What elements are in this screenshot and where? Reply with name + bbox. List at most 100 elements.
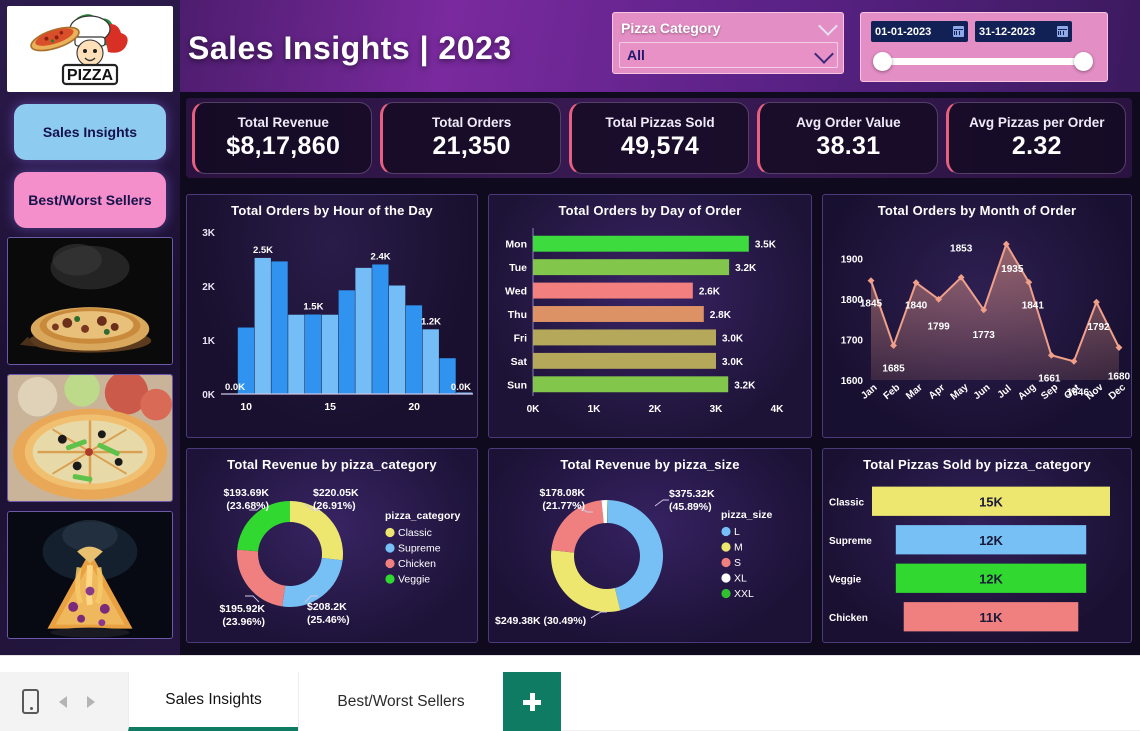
svg-text:1840: 1840: [905, 301, 928, 312]
tab-sales-insights[interactable]: Sales Insights: [128, 672, 298, 731]
svg-text:Sat: Sat: [511, 356, 528, 368]
slicer-selected-value: All: [627, 47, 645, 63]
svg-text:Dec: Dec: [1107, 382, 1128, 403]
kpi-value: 49,574: [620, 132, 700, 160]
svg-text:Supreme: Supreme: [398, 543, 441, 555]
kpi-label: Avg Pizzas per Order: [969, 115, 1105, 130]
svg-text:1K: 1K: [588, 404, 602, 415]
logo-text: PIZZA: [67, 67, 114, 84]
svg-text:2K: 2K: [649, 404, 663, 415]
chart-revenue-by-size[interactable]: Total Revenue by pizza_size pizza_size L M…: [488, 448, 812, 643]
chart-canvas: pizza_category Classic Supreme Chicken Veggi…: [219, 487, 460, 628]
svg-text:M: M: [734, 542, 743, 554]
kpi-card-avg-pizzas-per-order[interactable]: Avg Pizzas per Order 2.32: [945, 102, 1127, 174]
svg-text:1841: 1841: [1022, 300, 1045, 311]
page-tabbar: Sales Insights Best/Worst Sellers: [0, 655, 1140, 731]
kpi-value: $8,17,860: [226, 132, 341, 160]
calendar-icon[interactable]: [1057, 26, 1068, 37]
chart-revenue-by-category[interactable]: Total Revenue by pizza_category pizza_ca…: [186, 448, 478, 643]
svg-text:Jul: Jul: [996, 383, 1014, 401]
svg-text:$220.05K: $220.05K: [313, 487, 359, 499]
kpi-value: 2.32: [1011, 132, 1062, 160]
svg-text:$375.32K: $375.32K: [669, 488, 715, 500]
svg-text:1845: 1845: [860, 299, 883, 310]
svg-text:$178.08K: $178.08K: [539, 487, 585, 499]
svg-text:1935: 1935: [1001, 264, 1024, 275]
svg-text:$208.2K: $208.2K: [307, 601, 347, 613]
svg-text:1661: 1661: [1038, 373, 1061, 384]
svg-text:May: May: [949, 381, 971, 402]
phone-icon[interactable]: [22, 689, 39, 714]
svg-text:Veggie: Veggie: [829, 574, 862, 585]
svg-text:Sep: Sep: [1039, 382, 1060, 402]
svg-text:3.2K: 3.2K: [734, 380, 756, 391]
chart-orders-by-day[interactable]: Total Orders by Day of Order Mon 3.5K Tue 3…: [488, 194, 812, 438]
date-range-slicer[interactable]: 01-01-2023 31-12-2023: [860, 12, 1108, 82]
slider-thumb-end[interactable]: [1074, 52, 1093, 71]
sidebar-item-best-worst-sellers[interactable]: Best/Worst Sellers: [14, 172, 166, 228]
svg-text:0.0K: 0.0K: [451, 382, 471, 393]
pizza-photo-meat: [7, 237, 173, 365]
chart-orders-by-hour[interactable]: Total Orders by Hour of the Day 0K 1K 2K 3K…: [186, 194, 478, 438]
svg-text:20: 20: [408, 401, 420, 413]
svg-text:10: 10: [240, 401, 252, 413]
chart-title: Total Orders by Month of Order: [877, 203, 1077, 218]
next-arrow-icon[interactable]: [87, 695, 95, 708]
date-end-field[interactable]: 31-12-2023: [975, 21, 1072, 42]
svg-text:1853: 1853: [950, 243, 973, 254]
chart-title: Total Revenue by pizza_size: [560, 457, 740, 472]
svg-text:1773: 1773: [973, 330, 996, 341]
kpi-card-total-orders[interactable]: Total Orders 21,350: [380, 102, 561, 174]
tab-label: Best/Worst Sellers: [337, 692, 465, 710]
svg-text:4K: 4K: [771, 404, 785, 415]
sidebar: PIZZA Sales Insights Best/Worst Sellers: [0, 0, 180, 655]
prev-arrow-icon[interactable]: [59, 695, 67, 708]
date-start-field[interactable]: 01-01-2023: [871, 21, 968, 42]
slicer-dropdown[interactable]: All: [619, 42, 838, 68]
svg-text:Classic: Classic: [829, 497, 864, 508]
svg-text:Mon: Mon: [505, 239, 527, 251]
svg-text:2.4K: 2.4K: [371, 251, 391, 262]
chart-title: Total Revenue by pizza_category: [227, 457, 437, 472]
svg-text:1680: 1680: [1108, 372, 1131, 383]
date-range-slider[interactable]: [873, 52, 1093, 71]
slider-thumb-start[interactable]: [873, 52, 892, 71]
svg-text:Jun: Jun: [972, 382, 993, 402]
chart-orders-by-month[interactable]: Total Orders by Month of Order 1600 1700 1…: [822, 194, 1132, 438]
tabbar-controls: [0, 672, 128, 731]
kpi-card-avg-order-value[interactable]: Avg Order Value 38.31: [757, 102, 938, 174]
chart-title: Total Orders by Day of Order: [558, 203, 742, 218]
svg-text:Aug: Aug: [1016, 382, 1038, 403]
svg-text:Chicken: Chicken: [398, 558, 436, 570]
kpi-value: 38.31: [816, 132, 881, 160]
sidebar-item-sales-insights[interactable]: Sales Insights: [14, 104, 166, 160]
svg-text:(45.89%): (45.89%): [669, 501, 712, 513]
svg-text:Oct: Oct: [1062, 382, 1082, 402]
calendar-icon[interactable]: [953, 26, 964, 37]
sidebar-item-label: Sales Insights: [42, 124, 138, 140]
svg-text:(23.68%): (23.68%): [226, 500, 269, 512]
svg-text:Thu: Thu: [508, 309, 527, 321]
svg-text:S: S: [734, 557, 741, 569]
report-header: Sales Insights | 2023 Pizza Category All…: [180, 0, 1140, 92]
svg-text:0K: 0K: [527, 404, 541, 415]
chart-pizzas-sold-by-category[interactable]: Total Pizzas Sold by pizza_category 15K C…: [822, 448, 1132, 643]
svg-text:pizza_size: pizza_size: [721, 509, 773, 521]
tab-best-worst-sellers[interactable]: Best/Worst Sellers: [298, 672, 503, 731]
svg-text:Sun: Sun: [507, 379, 527, 391]
chevron-down-icon[interactable]: [814, 44, 834, 64]
svg-text:(21.77%): (21.77%): [542, 500, 585, 512]
kpi-card-total-pizzas-sold[interactable]: Total Pizzas Sold 49,574: [568, 102, 750, 174]
kpi-label: Avg Order Value: [796, 115, 901, 130]
svg-text:1900: 1900: [841, 254, 864, 265]
pizza-category-slicer[interactable]: Pizza Category All: [612, 12, 844, 74]
svg-text:1600: 1600: [841, 376, 864, 387]
svg-text:2K: 2K: [202, 282, 216, 293]
chart-title: Total Orders by Hour of the Day: [231, 203, 433, 218]
app-logo: PIZZA: [7, 6, 173, 92]
kpi-card-total-revenue[interactable]: Total Revenue $8,17,860: [192, 102, 373, 174]
svg-text:1800: 1800: [841, 295, 864, 306]
svg-text:Chicken: Chicken: [829, 613, 868, 624]
add-page-button[interactable]: [503, 672, 561, 731]
